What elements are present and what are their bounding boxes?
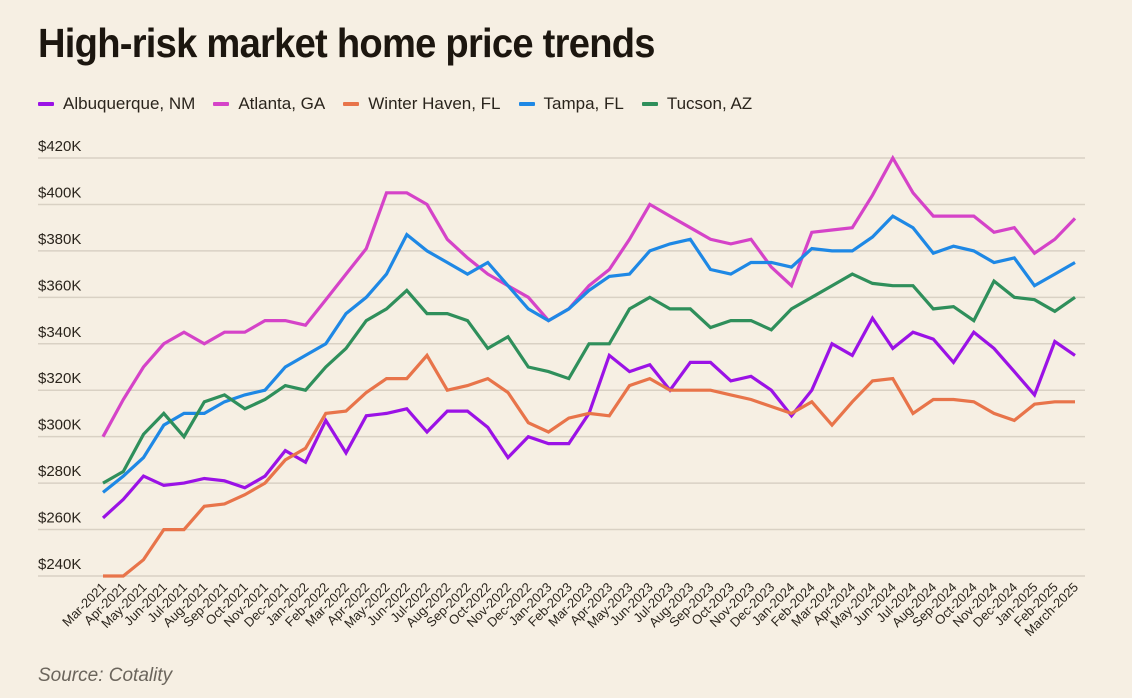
y-tick-label: $260K: [38, 510, 81, 527]
series-line-winter-haven-fl: [103, 352, 1075, 578]
legend-label: Tucson, AZ: [666, 94, 753, 113]
y-tick-label: $400K: [38, 184, 81, 201]
legend-item-atlanta: Atlanta, GA: [213, 94, 325, 114]
y-tick-label: $420K: [38, 138, 81, 155]
legend-label: Tampa, FL: [543, 94, 624, 113]
source-note: Source: Cotality: [38, 665, 173, 686]
series-lines: [101, 154, 1077, 578]
chart-legend: Albuquerque, NM Atlanta, GA Winter Haven…: [38, 94, 770, 114]
chart-title: High-risk market home price trends: [38, 20, 656, 66]
y-tick-label: $380K: [38, 231, 81, 248]
series-line-tampa-fl: [101, 214, 1076, 494]
legend-item-tucson: Tucson, AZ: [641, 94, 753, 114]
legend-swatch-tampa: [518, 102, 535, 106]
legend-item-tampa: Tampa, FL: [518, 94, 624, 114]
legend-label: Albuquerque, NM: [63, 94, 196, 113]
y-tick-label: $300K: [38, 417, 81, 434]
legend-swatch-albuquerque: [38, 102, 54, 106]
y-tick-label: $240K: [38, 556, 81, 573]
y-tick-label: $340K: [38, 324, 81, 341]
series-line-tucson-az: [102, 272, 1076, 485]
legend-swatch-atlanta: [213, 102, 230, 106]
series-line-albuquerque-nm: [101, 315, 1076, 520]
legend-item-albuquerque: Albuquerque, NM: [38, 94, 195, 114]
y-tick-label: $360K: [38, 277, 81, 294]
legend-item-winter-haven: Winter Haven, FL: [343, 94, 501, 114]
gridlines: [38, 157, 1085, 577]
legend-swatch-winter-haven: [343, 102, 360, 106]
x-axis: Mar-2021Apr-2021May-2021Jun-2021Jul-2021…: [59, 580, 1081, 640]
series-line-atlanta-ga: [101, 154, 1077, 438]
legend-swatch-tucson: [641, 102, 658, 106]
y-tick-label: $320K: [38, 370, 81, 387]
legend-label: Atlanta, GA: [238, 94, 326, 113]
y-tick-label: $280K: [38, 463, 81, 480]
legend-label: Winter Haven, FL: [368, 94, 501, 113]
y-axis: $420K $400K $380K $360K $340K $320K $300K $280K…: [38, 138, 81, 573]
